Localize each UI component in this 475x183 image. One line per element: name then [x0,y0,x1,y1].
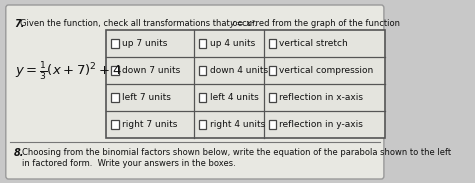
Text: up 7 units: up 7 units [122,39,167,48]
Text: left 4 units: left 4 units [210,93,258,102]
Text: down 7 units: down 7 units [122,66,180,75]
Text: vertical compression: vertical compression [279,66,374,75]
Text: Given the function, check all transformations that occurred from the graph of th: Given the function, check all transforma… [20,19,400,28]
Text: right 4 units: right 4 units [210,120,265,129]
FancyBboxPatch shape [6,5,384,179]
Bar [269,66,276,75]
Text: up 4 units: up 4 units [210,39,255,48]
Bar [106,30,385,138]
Text: reflection in y-axis: reflection in y-axis [279,120,363,129]
Bar [269,39,276,48]
Text: in factored form.  Write your answers in the boxes.: in factored form. Write your answers in … [21,159,235,168]
Bar [199,120,207,129]
Bar [111,120,119,129]
Text: 7.: 7. [14,19,25,29]
Bar [199,39,207,48]
Text: vertical stretch: vertical stretch [279,39,348,48]
Bar [111,93,119,102]
Text: Choosing from the binomial factors shown below, write the equation of the parabo: Choosing from the binomial factors shown… [21,148,451,157]
Text: left 7 units: left 7 units [122,93,171,102]
Bar [199,66,207,75]
Text: $y = \frac{1}{3}(x+7)^2+4$: $y = \frac{1}{3}(x+7)^2+4$ [15,61,122,83]
Bar [111,66,119,75]
Bar [199,93,207,102]
Text: y = x².: y = x². [229,19,257,28]
Text: 8.: 8. [14,148,25,158]
Bar [269,93,276,102]
Text: down 4 units: down 4 units [210,66,268,75]
Text: reflection in x-axis: reflection in x-axis [279,93,363,102]
Text: right 7 units: right 7 units [122,120,177,129]
Bar [269,120,276,129]
Bar [111,39,119,48]
